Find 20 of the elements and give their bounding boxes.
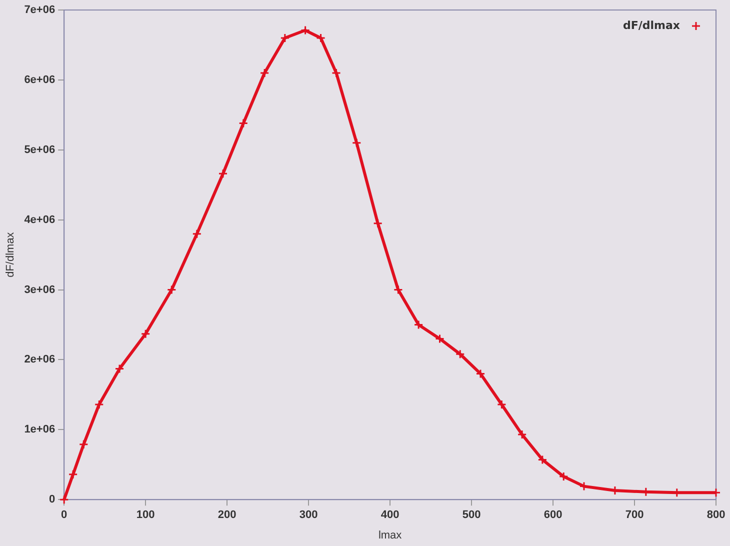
y-axis-title: dF/dlmax — [4, 232, 17, 278]
y-tick-label: 3e+06 — [24, 284, 56, 296]
y-tick-label: 0 — [48, 494, 56, 506]
y-tick-label: 1e+06 — [24, 424, 56, 436]
y-tick-label: 7e+06 — [24, 4, 56, 16]
x-tick-label: 400 — [380, 509, 400, 522]
y-tick-label: 5e+06 — [24, 144, 56, 156]
x-tick-label: 300 — [299, 509, 318, 522]
x-axis-title: lmax — [378, 529, 402, 542]
x-tick-label: 600 — [544, 509, 562, 522]
y-tick-label: 2e+06 — [24, 354, 56, 366]
x-tick-label: 0 — [61, 509, 68, 522]
x-tick-label: 500 — [462, 509, 481, 522]
x-tick-label: 700 — [625, 509, 644, 522]
legend-label: dF/dlmax — [622, 18, 680, 32]
x-tick-label: 200 — [218, 509, 236, 522]
y-tick-label: 4e+06 — [24, 214, 56, 226]
x-tick-label: 800 — [706, 509, 726, 522]
y-tick-label: 6e+06 — [24, 74, 56, 86]
x-tick-label: 100 — [136, 509, 155, 522]
